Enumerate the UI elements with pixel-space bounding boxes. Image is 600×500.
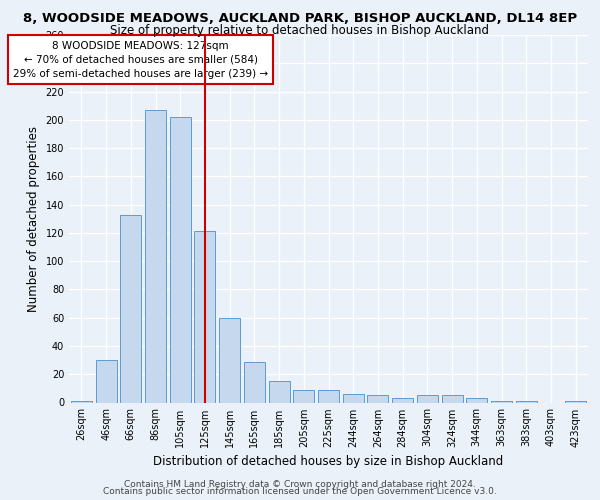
Y-axis label: Number of detached properties: Number of detached properties (27, 126, 40, 312)
Bar (269, 382, 290, 402)
Text: Contains HM Land Registry data © Crown copyright and database right 2024.: Contains HM Land Registry data © Crown c… (124, 480, 476, 489)
Bar (491, 401, 512, 402)
Text: Contains public sector information licensed under the Open Government Licence v3: Contains public sector information licen… (103, 488, 497, 496)
Bar (392, 398, 413, 402)
Bar (71, 401, 92, 402)
Bar (194, 232, 215, 402)
Text: 8, WOODSIDE MEADOWS, AUCKLAND PARK, BISHOP AUCKLAND, DL14 8EP: 8, WOODSIDE MEADOWS, AUCKLAND PARK, BISH… (23, 12, 577, 26)
Text: Size of property relative to detached houses in Bishop Auckland: Size of property relative to detached ho… (110, 24, 490, 37)
Bar (343, 394, 364, 402)
Bar (318, 390, 339, 402)
Bar (565, 401, 586, 402)
Bar (417, 396, 438, 402)
Text: 8 WOODSIDE MEADOWS: 127sqm
← 70% of detached houses are smaller (584)
29% of sem: 8 WOODSIDE MEADOWS: 127sqm ← 70% of deta… (13, 40, 268, 78)
Bar (244, 362, 265, 403)
Bar (95, 360, 116, 403)
Bar (293, 390, 314, 402)
Bar (466, 398, 487, 402)
Bar (145, 110, 166, 403)
X-axis label: Distribution of detached houses by size in Bishop Auckland: Distribution of detached houses by size … (154, 455, 503, 468)
Bar (219, 318, 240, 402)
Bar (367, 396, 388, 402)
Bar (120, 214, 141, 402)
Bar (442, 396, 463, 402)
Bar (516, 401, 537, 402)
Bar (170, 117, 191, 403)
